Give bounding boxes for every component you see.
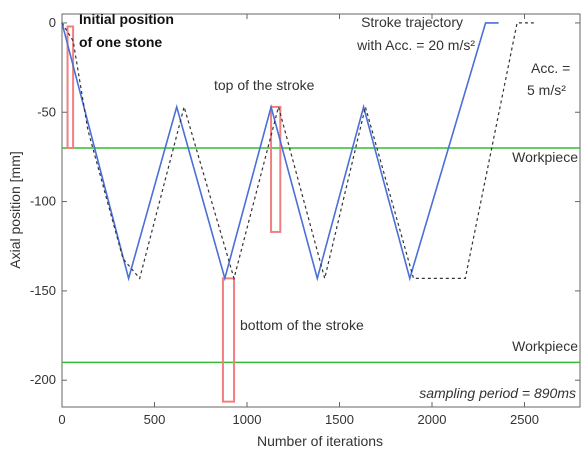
tick-labels: 0 500 1000 1500 2000 2500 0 -50 -100 -150 -200 xyxy=(30,15,539,427)
y-tick-label: -100 xyxy=(30,194,56,209)
y-axis-title: Axial position [mm] xyxy=(7,151,23,268)
highlight-box xyxy=(221,277,236,403)
acc5-label-line2: 5 m/s² xyxy=(527,82,566,98)
y-tick-label: -50 xyxy=(37,104,56,119)
x-tick-label: 2000 xyxy=(418,412,447,427)
y-tick-label: 0 xyxy=(49,15,56,30)
sampling-period-label: sampling period = 890ms xyxy=(419,385,576,401)
highlight-boxes xyxy=(66,25,282,403)
x-tick-label: 500 xyxy=(144,412,166,427)
workpiece-label-upper: Workpiece xyxy=(512,149,578,165)
x-tick-label: 1000 xyxy=(233,412,262,427)
x-tick-label: 2500 xyxy=(510,412,539,427)
x-tick-label: 1500 xyxy=(325,412,354,427)
plot-frame xyxy=(61,13,581,408)
highlight-box xyxy=(270,105,282,233)
x-tick-label: 0 xyxy=(58,412,65,427)
initial-position-label-line2: of one stone xyxy=(79,34,162,50)
top-of-stroke-label: top of the stroke xyxy=(214,77,315,93)
bottom-of-stroke-label: bottom of the stroke xyxy=(240,317,364,333)
highlight-box xyxy=(66,25,75,149)
initial-position-label-line1: Initial position xyxy=(79,11,174,27)
workpiece-label-lower: Workpiece xyxy=(512,338,578,354)
axis-ticks xyxy=(61,14,580,407)
acc5-label-line1: Acc. = xyxy=(531,60,570,76)
stroke-trajectory-label-line2: with Acc. = 20 m/s² xyxy=(356,37,475,53)
workpiece-lines xyxy=(62,147,580,364)
x-axis-title: Number of iterations xyxy=(257,433,383,449)
y-tick-label: -200 xyxy=(30,372,56,387)
series-line-acc20 xyxy=(61,22,499,282)
series-line-acc5 xyxy=(61,22,534,281)
y-tick-label: -150 xyxy=(30,283,56,298)
series-lines xyxy=(61,22,534,282)
stroke-trajectory-label-line1: Stroke trajectory xyxy=(361,14,463,30)
